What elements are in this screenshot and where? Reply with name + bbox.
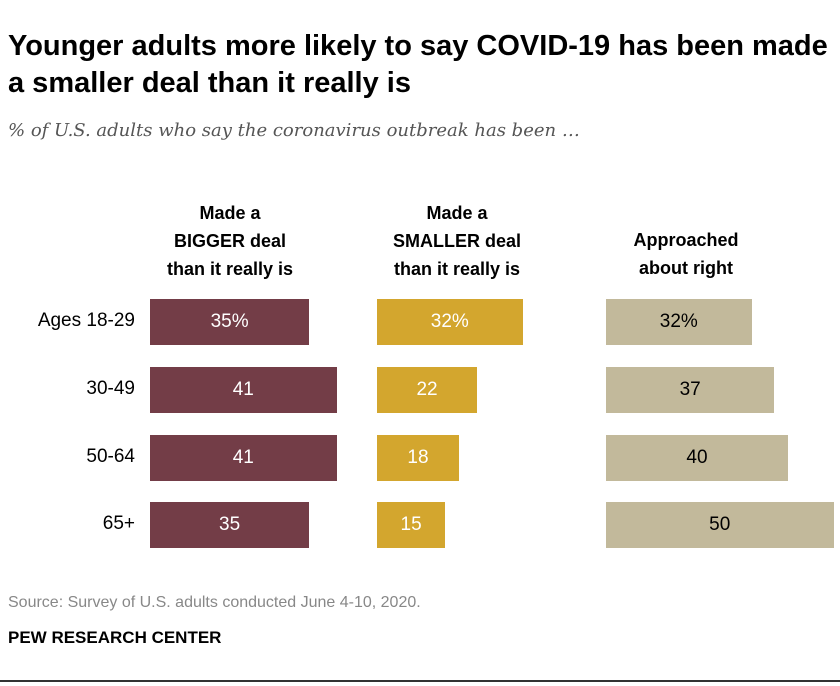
bar (150, 367, 337, 413)
legend-label: about right (639, 258, 733, 278)
legend-label: SMALLER deal (392, 231, 521, 251)
bar (150, 502, 310, 548)
data-label: 32% (659, 311, 698, 332)
bar (150, 299, 310, 345)
bottom-rule (0, 680, 840, 682)
bar (606, 367, 775, 413)
chart-title: Younger adults more likely to say COVID-… (8, 30, 828, 99)
bar (377, 435, 459, 481)
bar (377, 299, 523, 345)
source-note: Source: Survey of U.S. adults conducted … (8, 594, 421, 611)
bar (606, 299, 752, 345)
data-label: 15 (400, 514, 422, 535)
category-label: 65+ (102, 513, 135, 534)
brand-logo-text: PEW RESEARCH CENTER (8, 628, 222, 647)
legend-label: than it really is (166, 259, 294, 279)
category-label: 30-49 (86, 378, 135, 399)
bar (606, 435, 788, 481)
data-label: 35 (219, 514, 241, 535)
legend-label: than it really is (393, 259, 521, 279)
bar (377, 367, 478, 413)
legend-label: BIGGER deal (173, 231, 287, 251)
data-label: 41 (232, 379, 254, 400)
data-label: 40 (686, 447, 708, 468)
bar (606, 502, 834, 548)
data-label: 37 (679, 379, 701, 400)
legend-label: Approached (633, 230, 739, 250)
data-label: 32% (430, 311, 469, 332)
chart-subtitle: % of U.S. adults who say the coronavirus… (8, 120, 580, 141)
category-label: 50-64 (86, 446, 135, 467)
data-label: 41 (232, 447, 254, 468)
bar (377, 502, 446, 548)
data-label: 35% (210, 311, 249, 332)
bar (150, 435, 337, 481)
category-label: Ages 18-29 (37, 310, 135, 331)
legend-label: Made a (199, 203, 261, 223)
data-label: 22 (416, 379, 438, 400)
data-label: 18 (407, 447, 429, 468)
legend-label: Made a (426, 203, 488, 223)
data-label: 50 (709, 514, 731, 535)
